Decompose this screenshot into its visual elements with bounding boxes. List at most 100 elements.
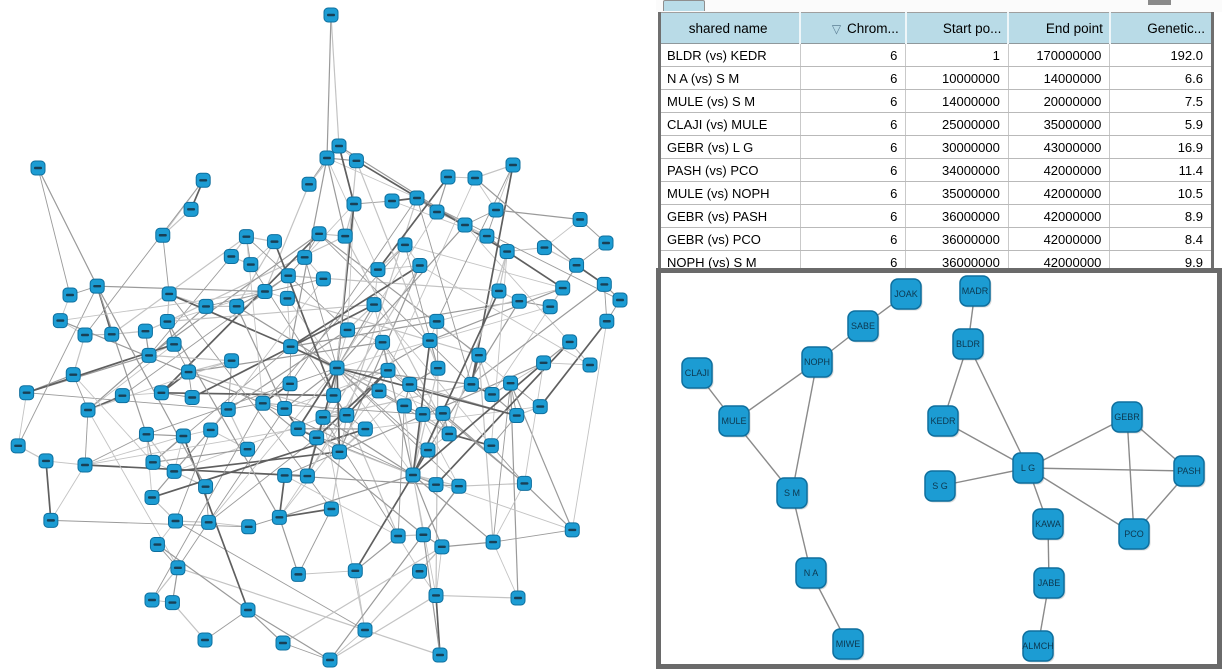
network-node[interactable]: [170, 560, 186, 576]
network-node[interactable]: [279, 290, 295, 306]
network-node[interactable]: [283, 339, 299, 355]
network-node[interactable]: [319, 150, 335, 166]
cell-value[interactable]: 6: [800, 204, 907, 228]
network-node[interactable]: [62, 287, 78, 303]
cell-value[interactable]: 14000000: [905, 89, 1009, 113]
network-node[interactable]: [282, 376, 298, 392]
network-node[interactable]: [428, 477, 444, 493]
network-node[interactable]: [181, 364, 197, 380]
network-node[interactable]: [499, 244, 515, 260]
cell-value[interactable]: 10.5: [1109, 181, 1213, 205]
network-node[interactable]: [375, 334, 391, 350]
network-node[interactable]: [412, 258, 428, 274]
cell-value[interactable]: 6: [800, 66, 907, 90]
column-header-chromosome[interactable]: ▽ Chrom...: [800, 12, 907, 44]
table-row[interactable]: MULE (vs) S M 6 14000000 20000000 7.5: [659, 89, 1213, 113]
network-node[interactable]: [197, 632, 213, 648]
network-node[interactable]: [569, 257, 585, 273]
network-node[interactable]: [339, 407, 355, 423]
network-node[interactable]: [89, 278, 105, 294]
network-node[interactable]: [184, 390, 200, 406]
network-node[interactable]: [516, 475, 532, 491]
table-row[interactable]: GEBR (vs) PASH 6 36000000 42000000 8.9: [659, 204, 1213, 228]
cell-value[interactable]: 6.6: [1109, 66, 1213, 90]
column-header-shared-name[interactable]: shared name: [659, 12, 802, 44]
network-node[interactable]: [241, 519, 257, 535]
network-node[interactable]: [52, 313, 68, 329]
small-network-view[interactable]: JOAK SABE NOPH CLAJI MULE S M N A MIWE MADR BLDR K…: [661, 273, 1217, 664]
network-node[interactable]: [277, 467, 293, 483]
cell-value[interactable]: 6: [800, 227, 907, 251]
network-node[interactable]: [315, 409, 331, 425]
cell-shared-name[interactable]: GEBR (vs) L G: [659, 135, 801, 159]
network-node[interactable]: [329, 360, 345, 376]
table-row[interactable]: GEBR (vs) PCO 6 36000000 42000000 8.4: [659, 227, 1213, 251]
network-node[interactable]: [542, 299, 558, 315]
network-node[interactable]: [347, 563, 363, 579]
cell-shared-name[interactable]: PASH (vs) PCO: [659, 158, 801, 182]
network-node[interactable]: [596, 276, 612, 292]
network-edge[interactable]: [1027, 416, 1128, 469]
cell-shared-name[interactable]: GEBR (vs) PCO: [659, 227, 801, 251]
cell-value[interactable]: 10000000: [905, 66, 1009, 90]
network-node[interactable]: [38, 453, 54, 469]
network-node[interactable]: S M: [776, 477, 809, 510]
network-node[interactable]: [331, 138, 347, 154]
network-node[interactable]: N A: [795, 557, 828, 590]
network-node[interactable]: [384, 193, 400, 209]
table-row[interactable]: PASH (vs) PCO 6 34000000 42000000 11.4: [659, 158, 1213, 182]
network-node[interactable]: [137, 323, 153, 339]
network-node[interactable]: [19, 385, 35, 401]
network-node[interactable]: [323, 7, 339, 23]
network-node[interactable]: [322, 652, 338, 668]
network-edge[interactable]: [1027, 467, 1135, 535]
network-node[interactable]: [483, 438, 499, 454]
network-node[interactable]: [390, 528, 406, 544]
network-edge[interactable]: [1027, 467, 1190, 472]
network-node[interactable]: [484, 386, 500, 402]
network-node[interactable]: [337, 228, 353, 244]
network-node[interactable]: [166, 463, 182, 479]
network-node[interactable]: [104, 326, 120, 342]
cell-shared-name[interactable]: MULE (vs) NOPH: [659, 181, 801, 205]
column-header-end-point[interactable]: End point: [1008, 12, 1111, 44]
network-node[interactable]: [479, 228, 495, 244]
network-node[interactable]: GEBR: [1111, 401, 1144, 434]
network-node[interactable]: NOPH: [801, 346, 834, 379]
network-node[interactable]: [532, 399, 548, 415]
network-node[interactable]: [114, 388, 130, 404]
network-node[interactable]: L G: [1012, 452, 1045, 485]
table-row[interactable]: CLAJI (vs) MULE 6 25000000 35000000 5.9: [659, 112, 1213, 136]
network-node[interactable]: [80, 402, 96, 418]
network-node[interactable]: [198, 479, 214, 495]
network-node[interactable]: [266, 234, 282, 250]
table-row[interactable]: MULE (vs) NOPH 6 35000000 42000000 10.5: [659, 181, 1213, 205]
network-node[interactable]: [485, 534, 501, 550]
network-node[interactable]: S G: [924, 470, 957, 503]
network-node[interactable]: [380, 362, 396, 378]
network-node[interactable]: [397, 237, 413, 253]
cell-shared-name[interactable]: BLDR (vs) KEDR: [659, 43, 801, 67]
network-node[interactable]: [271, 509, 287, 525]
network-node[interactable]: SABE: [847, 310, 880, 343]
cell-value[interactable]: 34000000: [905, 158, 1009, 182]
network-node[interactable]: [224, 353, 240, 369]
network-node[interactable]: [412, 563, 428, 579]
horizontal-scrollbar-thumb[interactable]: [1148, 0, 1171, 5]
network-edge[interactable]: [967, 343, 1029, 469]
network-node[interactable]: [290, 566, 306, 582]
cell-value[interactable]: 43000000: [1008, 135, 1111, 159]
network-node[interactable]: [357, 622, 373, 638]
cell-shared-name[interactable]: N A (vs) S M: [659, 66, 801, 90]
cell-value[interactable]: 8.4: [1109, 227, 1213, 251]
network-node[interactable]: [297, 249, 313, 265]
cell-value[interactable]: 6: [800, 112, 907, 136]
network-node[interactable]: [505, 157, 521, 173]
network-node[interactable]: [441, 426, 457, 442]
network-node[interactable]: [471, 347, 487, 363]
network-node[interactable]: [166, 336, 182, 352]
table-row[interactable]: BLDR (vs) KEDR 6 1 170000000 192.0: [659, 43, 1213, 67]
network-node[interactable]: [491, 283, 507, 299]
network-node[interactable]: [153, 385, 169, 401]
cell-shared-name[interactable]: GEBR (vs) PASH: [659, 204, 801, 228]
